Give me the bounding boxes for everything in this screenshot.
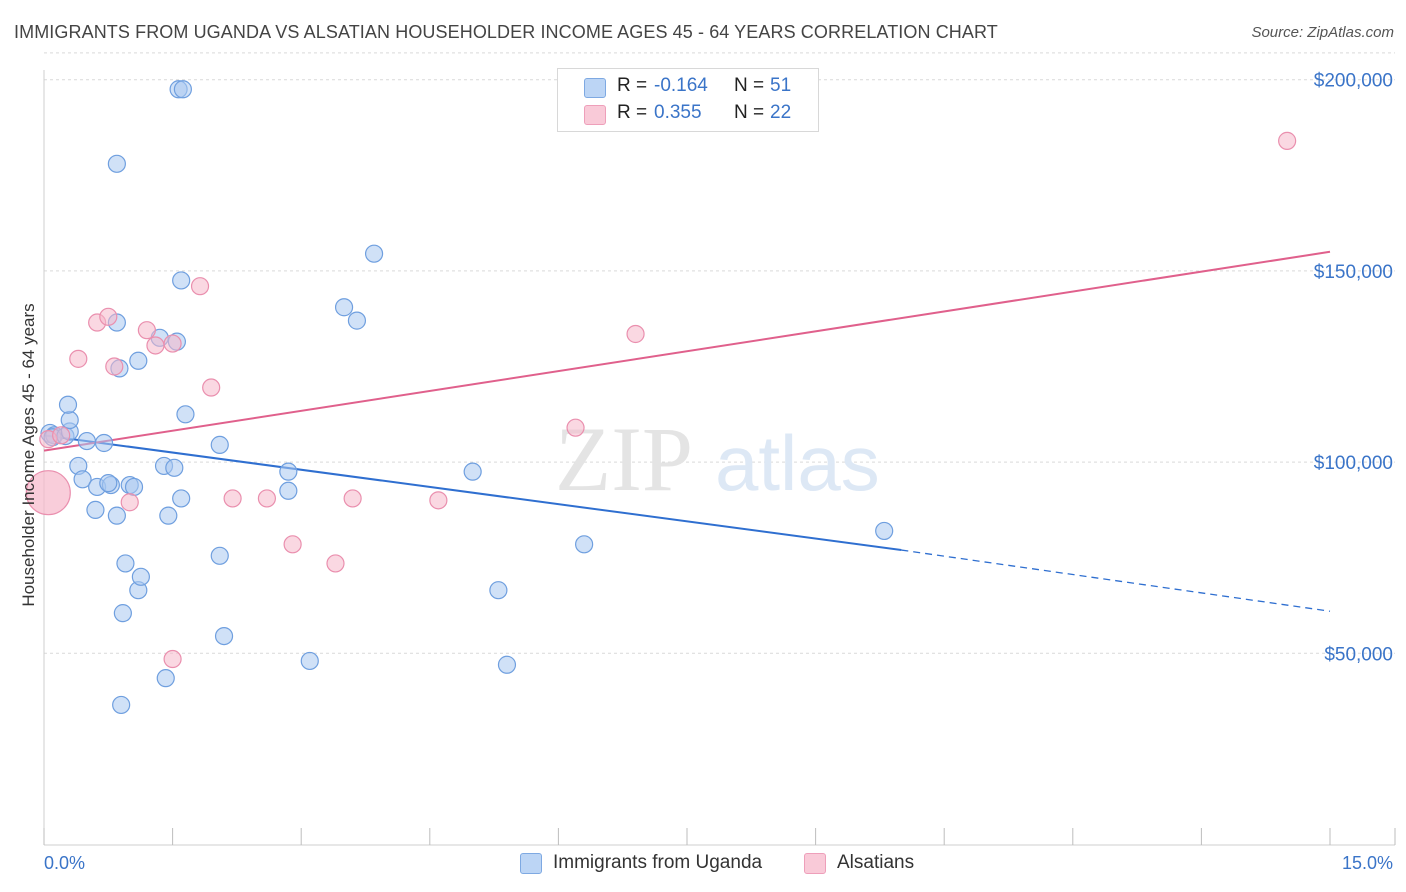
point-uganda — [875, 521, 894, 541]
point-uganda — [279, 462, 298, 481]
point-alsatians — [163, 649, 182, 669]
point-uganda — [116, 554, 135, 573]
point-alsatians — [223, 489, 242, 508]
legend-swatch-pink — [584, 105, 606, 125]
y-tick-labels: $50,000 $100,000 $150,000 $200,000 — [1314, 71, 1393, 666]
bottom-legend-swatch-blue — [520, 853, 542, 874]
bottom-legend-label: Alsatians — [837, 852, 915, 873]
point-alsatians — [69, 349, 88, 368]
legend-n-value: 22 — [770, 102, 792, 123]
point-alsatians — [52, 426, 71, 445]
point-uganda — [172, 489, 191, 508]
point-uganda — [159, 506, 178, 525]
point-alsatians — [99, 307, 118, 326]
y-tick-label: $200,000 — [1314, 71, 1393, 92]
x-tick-labels: 0.0% 15.0% — [44, 853, 1393, 873]
point-uganda — [300, 651, 319, 671]
bottom-legend-swatch-pink — [804, 853, 826, 874]
point-uganda — [210, 435, 229, 454]
point-alsatians — [626, 324, 645, 344]
point-uganda — [73, 470, 92, 489]
point-alsatians — [146, 336, 165, 355]
y-axis-label: Householder Income Ages 45 - 64 years — [19, 303, 38, 606]
point-uganda — [86, 500, 105, 519]
point-uganda — [214, 626, 234, 646]
point-uganda — [575, 535, 594, 554]
legend: R = -0.164 N = 51 R = 0.355 N = 22 — [557, 68, 819, 132]
point-uganda — [347, 311, 367, 330]
point-uganda — [156, 669, 175, 688]
source-label: Source: ZipAtlas.com — [1251, 24, 1394, 41]
legend-r-value: -0.164 — [654, 75, 708, 96]
bottom-legend-label: Immigrants from Uganda — [553, 852, 763, 873]
point-uganda — [489, 581, 508, 600]
point-uganda — [173, 80, 192, 99]
point-alsatians — [326, 554, 345, 573]
axes — [43, 70, 1396, 846]
point-alsatians — [566, 418, 585, 437]
point-uganda — [58, 395, 78, 414]
point-uganda — [107, 506, 126, 525]
point-alsatians — [429, 491, 448, 510]
point-uganda — [107, 154, 126, 173]
trend-line-uganda-extrapolated — [901, 549, 1331, 612]
point-uganda — [364, 244, 384, 263]
point-alsatians — [283, 535, 302, 554]
point-uganda — [279, 481, 298, 500]
point-uganda — [172, 271, 191, 290]
point-alsatians — [202, 378, 221, 397]
trend-line-alsatians — [43, 250, 1331, 452]
legend-r-label: R = — [617, 75, 648, 96]
watermark-atlas: atlas — [715, 419, 880, 507]
trend-lines — [43, 250, 1331, 612]
legend-n-value: 51 — [770, 75, 792, 96]
point-alsatians — [120, 493, 139, 512]
point-uganda — [165, 458, 184, 477]
point-uganda — [77, 431, 96, 451]
trend-line-uganda — [43, 434, 902, 552]
point-uganda — [131, 567, 150, 586]
legend-n-label: N = — [734, 102, 765, 123]
x-tick-label: 0.0% — [44, 853, 85, 873]
legend-swatch-blue — [584, 78, 606, 98]
point-alsatians — [137, 321, 156, 340]
x-tick-label: 15.0% — [1342, 853, 1393, 873]
y-tick-label: $150,000 — [1314, 262, 1393, 283]
point-uganda — [60, 410, 79, 430]
point-uganda — [463, 462, 482, 481]
point-uganda — [176, 405, 195, 424]
point-alsatians — [190, 277, 210, 296]
legend-r-value: 0.355 — [654, 102, 702, 123]
point-uganda — [112, 695, 131, 715]
point-alsatians — [105, 357, 124, 376]
point-alsatians — [343, 489, 362, 508]
chart-title: IMMIGRANTS FROM UGANDA VS ALSATIAN HOUSE… — [14, 22, 998, 42]
point-alsatians — [257, 489, 277, 508]
point-uganda — [113, 604, 132, 623]
point-uganda — [129, 351, 148, 370]
point-uganda — [497, 655, 517, 674]
point-uganda — [334, 298, 354, 317]
point-alsatians — [163, 334, 182, 353]
legend-r-label: R = — [617, 102, 648, 123]
point-alsatians — [25, 470, 71, 516]
data-points — [25, 80, 1297, 715]
gridlines — [44, 52, 1395, 654]
point-uganda — [99, 474, 118, 493]
point-alsatians — [1278, 131, 1297, 150]
y-tick-label: $100,000 — [1314, 453, 1393, 474]
point-uganda — [94, 433, 114, 453]
watermark: ZIP atlas — [555, 408, 880, 510]
legend-n-label: N = — [734, 75, 765, 96]
point-uganda — [210, 546, 229, 565]
y-tick-label: $50,000 — [1324, 644, 1393, 665]
point-uganda — [124, 477, 144, 497]
